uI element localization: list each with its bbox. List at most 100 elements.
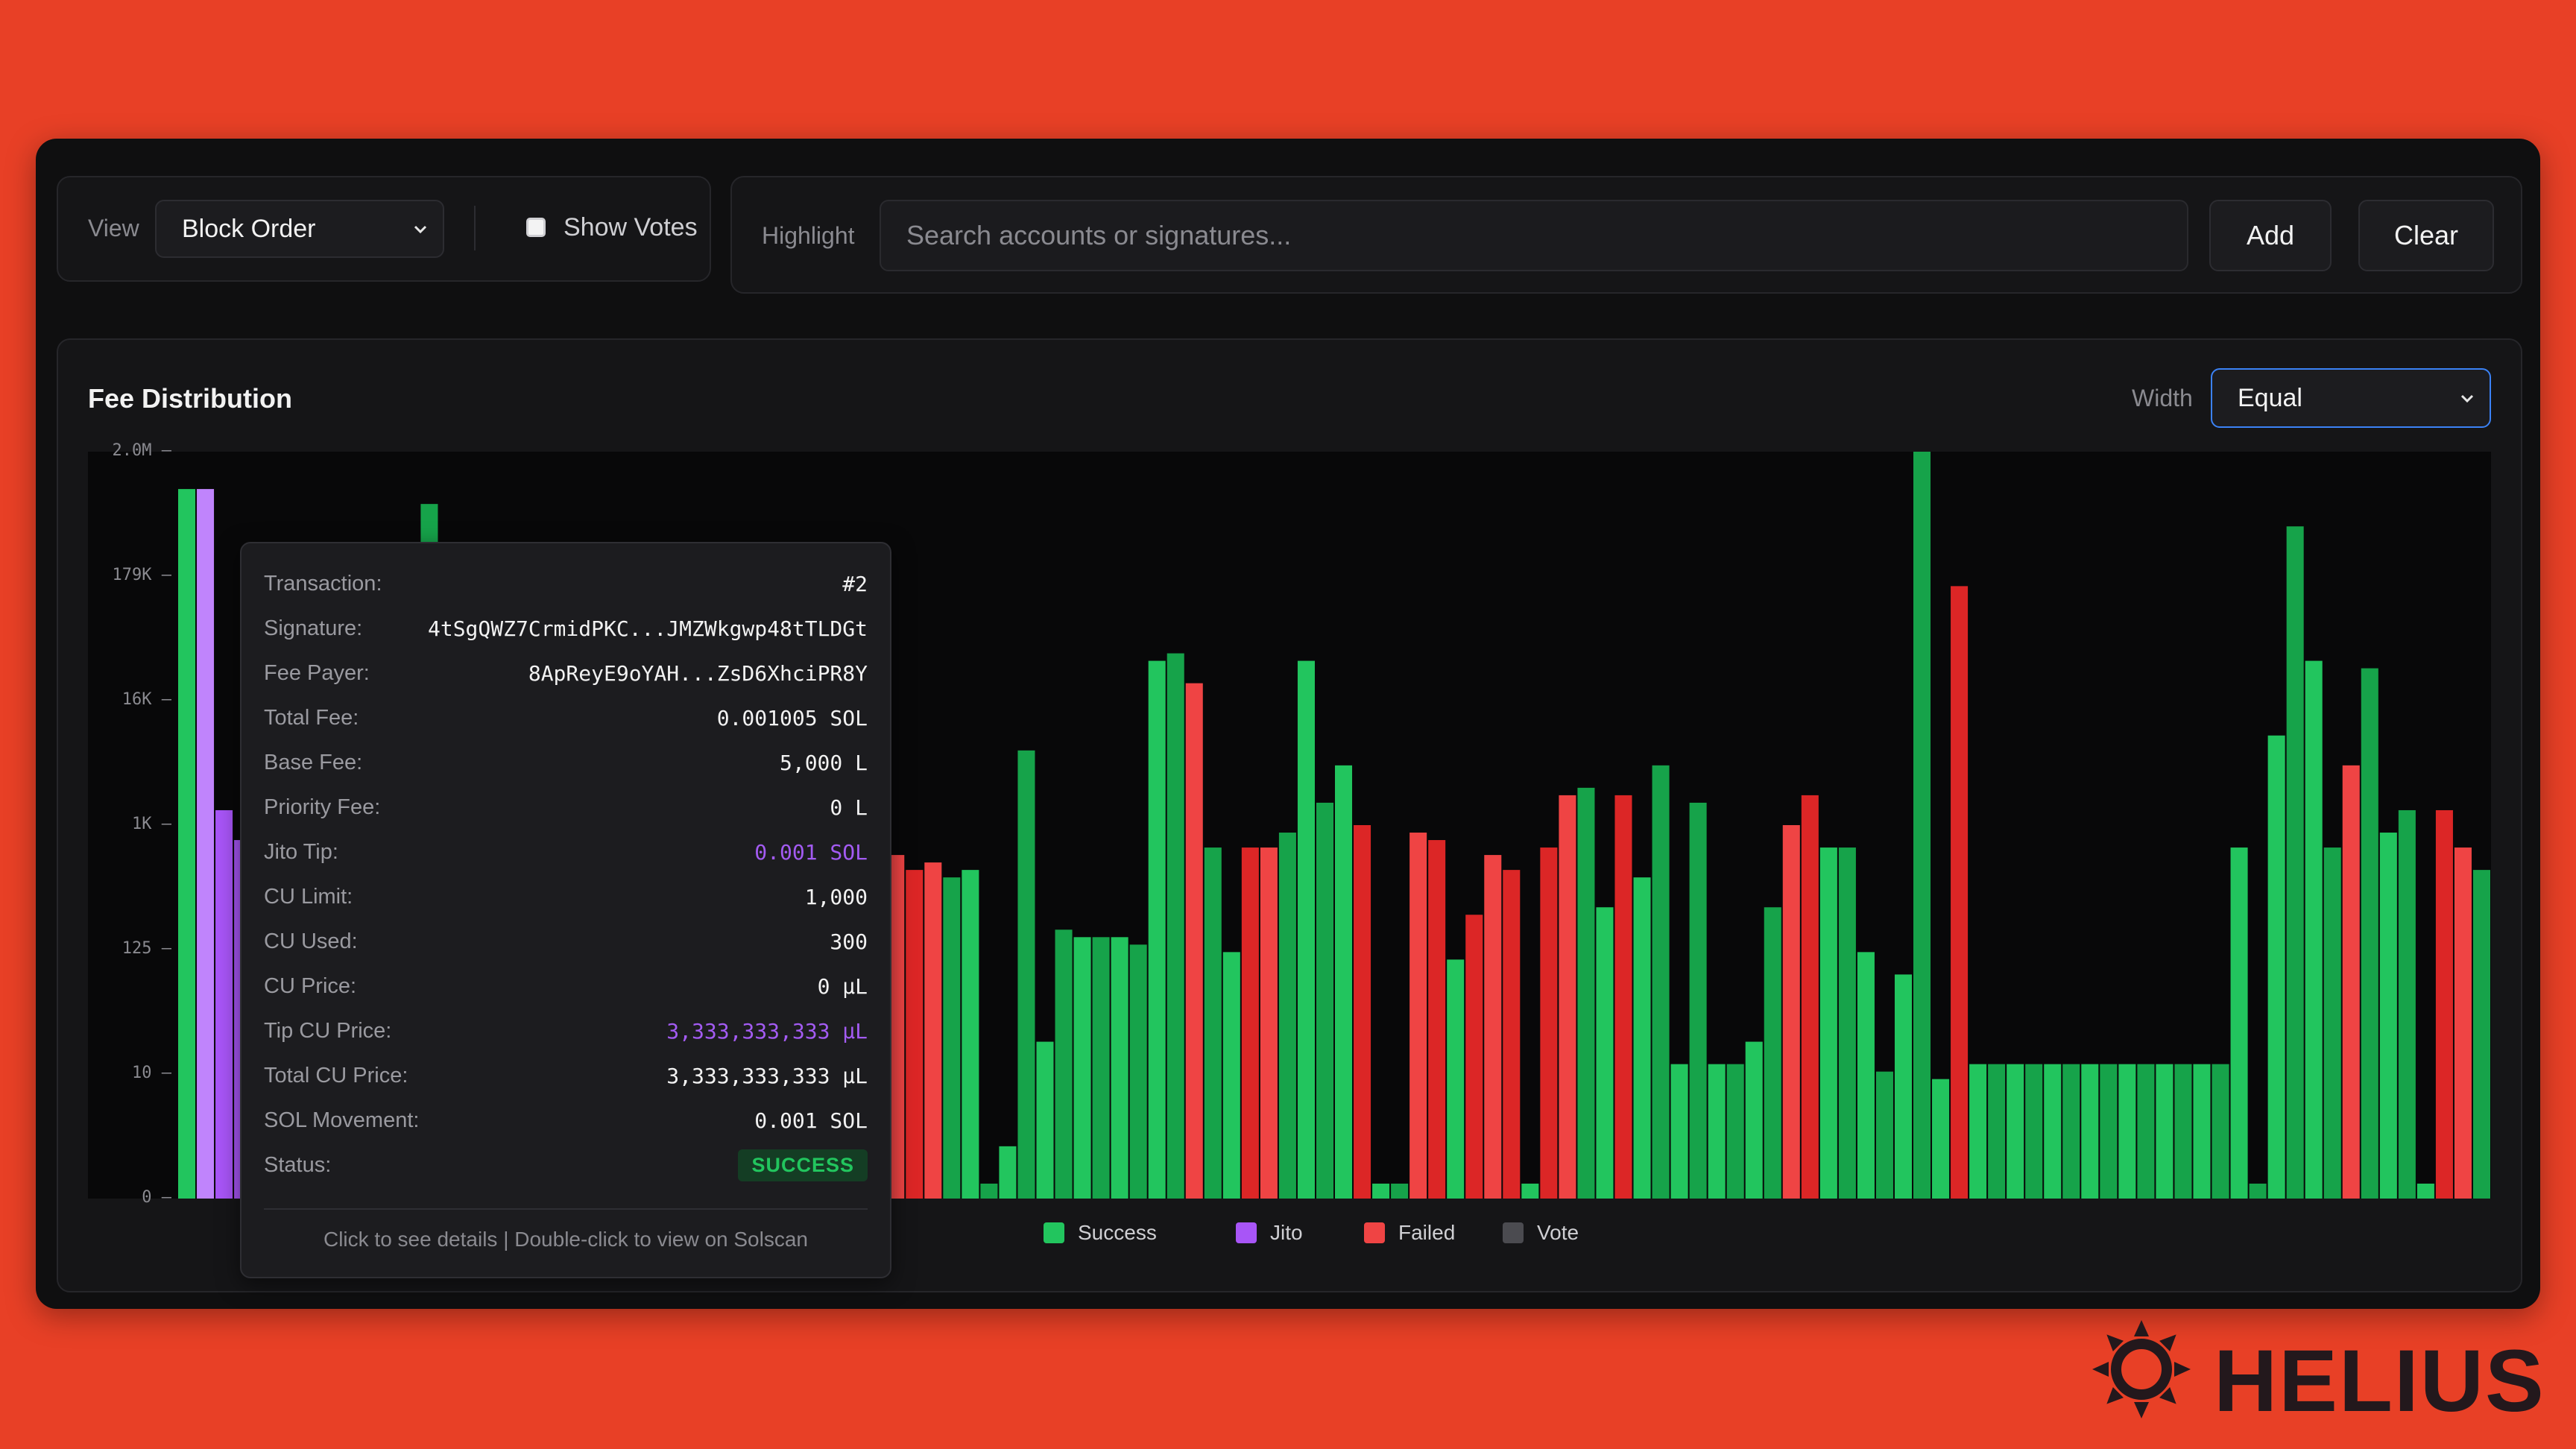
fee-bar[interactable] — [1726, 1064, 1744, 1199]
show-votes-label[interactable]: Show Votes — [564, 213, 698, 242]
fee-bar[interactable] — [1670, 1064, 1688, 1199]
tooltip-key: Priority Fee: — [264, 795, 381, 819]
fee-bar[interactable] — [1894, 974, 1912, 1199]
chevron-down-icon — [2460, 394, 2474, 403]
fee-bar[interactable] — [1055, 929, 1073, 1199]
fee-bar[interactable] — [1260, 847, 1278, 1199]
fee-bar[interactable] — [1875, 1071, 1893, 1199]
show-votes-checkbox[interactable] — [526, 218, 546, 237]
fee-bar[interactable] — [1503, 870, 1521, 1199]
width-select[interactable]: Equal — [2211, 368, 2491, 428]
fee-bar[interactable] — [2416, 1183, 2434, 1199]
fee-bar[interactable] — [1297, 660, 1315, 1199]
fee-bar[interactable] — [2286, 526, 2304, 1199]
fee-bar[interactable] — [1278, 833, 1296, 1199]
fee-bar[interactable] — [2212, 1064, 2229, 1199]
fee-bar[interactable] — [2193, 1064, 2211, 1199]
fee-bar[interactable] — [1204, 847, 1222, 1199]
fee-bar[interactable] — [1167, 653, 1184, 1199]
clear-button[interactable]: Clear — [2358, 200, 2494, 271]
fee-bar[interactable] — [2007, 1064, 2024, 1199]
fee-bar[interactable] — [1745, 1041, 1763, 1199]
fee-bar[interactable] — [1782, 825, 1800, 1199]
fee-bar[interactable] — [2454, 847, 2472, 1199]
fee-bar[interactable] — [1465, 915, 1483, 1199]
fee-bar[interactable] — [1857, 952, 1875, 1199]
fee-bar[interactable] — [1559, 795, 1576, 1199]
fee-bar[interactable] — [1633, 877, 1651, 1199]
fee-bar[interactable] — [1372, 1183, 1390, 1199]
fee-bar[interactable] — [1017, 750, 1035, 1199]
view-select[interactable]: Block Order — [155, 200, 444, 258]
fee-bar[interactable] — [924, 862, 942, 1199]
fee-bar[interactable] — [2323, 847, 2341, 1199]
fee-bar[interactable] — [1614, 795, 1632, 1199]
fee-bar[interactable] — [1241, 847, 1259, 1199]
fee-bar[interactable] — [2305, 660, 2323, 1199]
fee-bar[interactable] — [1764, 907, 1781, 1199]
fee-bar[interactable] — [1148, 660, 1166, 1199]
fee-bar[interactable] — [2249, 1183, 2267, 1199]
fee-bar[interactable] — [2062, 1064, 2080, 1199]
fee-bar[interactable] — [2230, 847, 2248, 1199]
fee-bar[interactable] — [943, 877, 961, 1199]
fee-bar[interactable] — [962, 870, 979, 1199]
fee-bar[interactable] — [1652, 765, 1670, 1199]
fee-bar[interactable] — [906, 870, 924, 1199]
fee-bar[interactable] — [1838, 847, 1856, 1199]
fee-bar[interactable] — [1596, 907, 1614, 1199]
fee-bar[interactable] — [2118, 1064, 2136, 1199]
fee-bar[interactable] — [1708, 1064, 1726, 1199]
fee-bar[interactable] — [178, 489, 196, 1199]
fee-bar[interactable] — [2156, 1064, 2174, 1199]
fee-bar[interactable] — [980, 1183, 998, 1199]
fee-bar[interactable] — [1409, 833, 1427, 1199]
fee-bar[interactable] — [2044, 1064, 2062, 1199]
fee-bar[interactable] — [2081, 1064, 2099, 1199]
fee-bar[interactable] — [2137, 1064, 2155, 1199]
fee-bar[interactable] — [1185, 683, 1203, 1199]
fee-bar[interactable] — [2435, 809, 2453, 1199]
fee-bar[interactable] — [1391, 1183, 1409, 1199]
fee-bar[interactable] — [999, 1146, 1017, 1199]
add-button[interactable]: Add — [2209, 200, 2332, 271]
fee-bar[interactable] — [1129, 944, 1147, 1199]
fee-bar[interactable] — [2361, 668, 2378, 1199]
fee-bar[interactable] — [1988, 1064, 2006, 1199]
fee-bar[interactable] — [1689, 802, 1707, 1199]
fee-bar[interactable] — [215, 809, 233, 1199]
fee-bar[interactable] — [1932, 1079, 1950, 1199]
legend-item-success: Success — [1044, 1221, 1157, 1245]
fee-bar[interactable] — [1801, 795, 1819, 1199]
fee-bar[interactable] — [2174, 1064, 2192, 1199]
fee-bar[interactable] — [1577, 787, 1595, 1199]
fee-bar[interactable] — [1951, 586, 1969, 1199]
fee-bar[interactable] — [2025, 1064, 2043, 1199]
fee-bar[interactable] — [1913, 452, 1931, 1199]
fee-bar[interactable] — [1969, 1064, 1987, 1199]
fee-bar[interactable] — [2342, 765, 2360, 1199]
fee-bar[interactable] — [197, 489, 215, 1199]
fee-bar[interactable] — [2379, 833, 2397, 1199]
tooltip-value: 300 — [830, 929, 868, 954]
fee-bar[interactable] — [1111, 937, 1128, 1199]
fee-bar[interactable] — [2267, 735, 2285, 1199]
fee-bar[interactable] — [1335, 765, 1353, 1199]
fee-bar[interactable] — [2398, 809, 2416, 1199]
fee-bar[interactable] — [1447, 959, 1465, 1199]
fee-bar[interactable] — [1540, 847, 1558, 1199]
fee-bar[interactable] — [2100, 1064, 2118, 1199]
fee-bar[interactable] — [1521, 1183, 1539, 1199]
fee-bar[interactable] — [1819, 847, 1837, 1199]
fee-bar[interactable] — [1036, 1041, 1054, 1199]
legend-label: Failed — [1398, 1221, 1456, 1244]
fee-bar[interactable] — [1073, 937, 1091, 1199]
fee-bar[interactable] — [2472, 870, 2490, 1199]
fee-bar[interactable] — [1354, 825, 1371, 1199]
fee-bar[interactable] — [1092, 937, 1110, 1199]
fee-bar[interactable] — [1316, 802, 1333, 1199]
fee-bar[interactable] — [1484, 855, 1502, 1199]
highlight-search-input[interactable]: Search accounts or signatures... — [880, 200, 2188, 271]
fee-bar[interactable] — [1222, 952, 1240, 1199]
fee-bar[interactable] — [1428, 840, 1446, 1199]
